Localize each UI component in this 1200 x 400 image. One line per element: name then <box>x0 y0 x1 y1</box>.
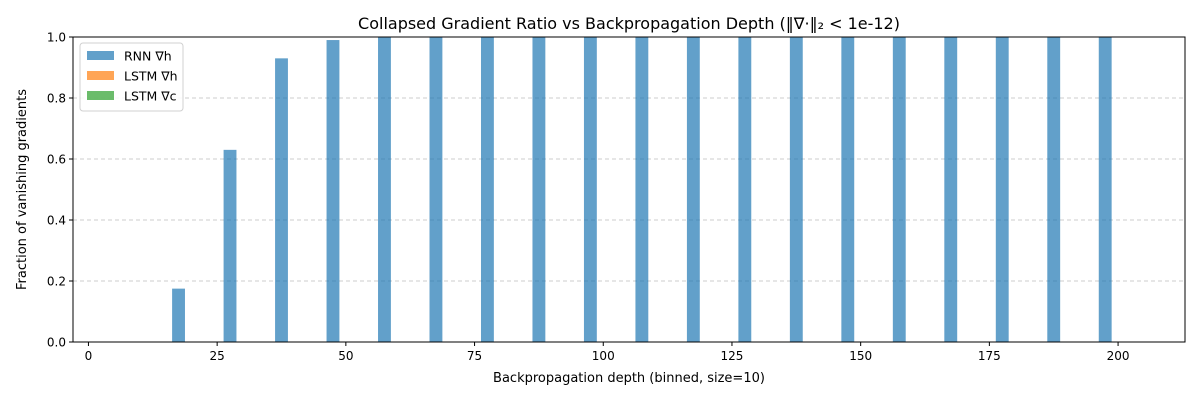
x-tick-label-5: 125 <box>721 349 744 363</box>
bar-series0-12 <box>738 37 752 342</box>
y-axis-label: Fraction of vanishing gradients <box>15 89 30 290</box>
bar-series0-4 <box>326 40 340 343</box>
x-tick-label-8: 200 <box>1107 349 1130 363</box>
bar-series0-2 <box>223 149 237 342</box>
bar-series0-18 <box>1047 37 1061 342</box>
y-tick-label-4: 0.8 <box>47 92 66 106</box>
x-tick-label-0: 0 <box>85 349 93 363</box>
y-tick-label-5: 1.0 <box>47 31 66 45</box>
bar-series0-6 <box>429 37 443 342</box>
y-tick-label-0: 0.0 <box>47 336 66 350</box>
x-ticks: 0 25 50 75 100 125 150 175 200 <box>85 342 1130 363</box>
bar-series0-15 <box>892 37 906 342</box>
bar-series0-19 <box>1098 37 1112 342</box>
x-axis-label: Backpropagation depth (binned, size=10) <box>493 371 765 386</box>
bar-series0-16 <box>944 37 958 342</box>
bar-series0-3 <box>275 58 288 342</box>
y-tick-label-3: 0.6 <box>47 153 66 167</box>
legend-label-1: LSTM ∇h <box>124 69 178 84</box>
bar-series0-11 <box>686 37 700 342</box>
legend-swatch-2 <box>87 91 114 100</box>
legend-label-2: LSTM ∇c <box>124 89 177 104</box>
x-tick-label-3: 75 <box>467 349 482 363</box>
bar-series0-8 <box>532 37 546 342</box>
bar-series0-5 <box>378 37 391 342</box>
y-ticks: 0.0 0.2 0.4 0.6 0.8 1.0 <box>47 31 73 350</box>
x-tick-label-7: 175 <box>978 349 1001 363</box>
bar-series0-14 <box>841 37 855 342</box>
bar-series0-13 <box>789 37 803 342</box>
legend-swatch-0 <box>87 51 114 60</box>
y-tick-label-1: 0.2 <box>47 275 66 289</box>
chart-title: Collapsed Gradient Ratio vs Backpropagat… <box>358 14 900 33</box>
plot-frame <box>72 36 1186 343</box>
x-tick-label-2: 50 <box>338 349 353 363</box>
bars-layer <box>172 37 1112 343</box>
bar-series0-7 <box>480 37 494 342</box>
bar-series0-9 <box>583 37 597 342</box>
bar-series0-1 <box>172 288 185 342</box>
bar-series0-10 <box>635 37 649 342</box>
bar-series0-17 <box>995 37 1009 342</box>
x-tick-label-4: 100 <box>592 349 615 363</box>
legend-label-0: RNN ∇h <box>124 49 172 64</box>
legend: RNN ∇h LSTM ∇h LSTM ∇c <box>79 42 184 112</box>
x-tick-label-6: 150 <box>849 349 872 363</box>
x-tick-label-1: 25 <box>210 349 225 363</box>
legend-swatch-1 <box>87 71 114 80</box>
y-tick-label-2: 0.4 <box>47 214 66 228</box>
legend-items: RNN ∇h LSTM ∇h LSTM ∇c <box>87 49 178 104</box>
